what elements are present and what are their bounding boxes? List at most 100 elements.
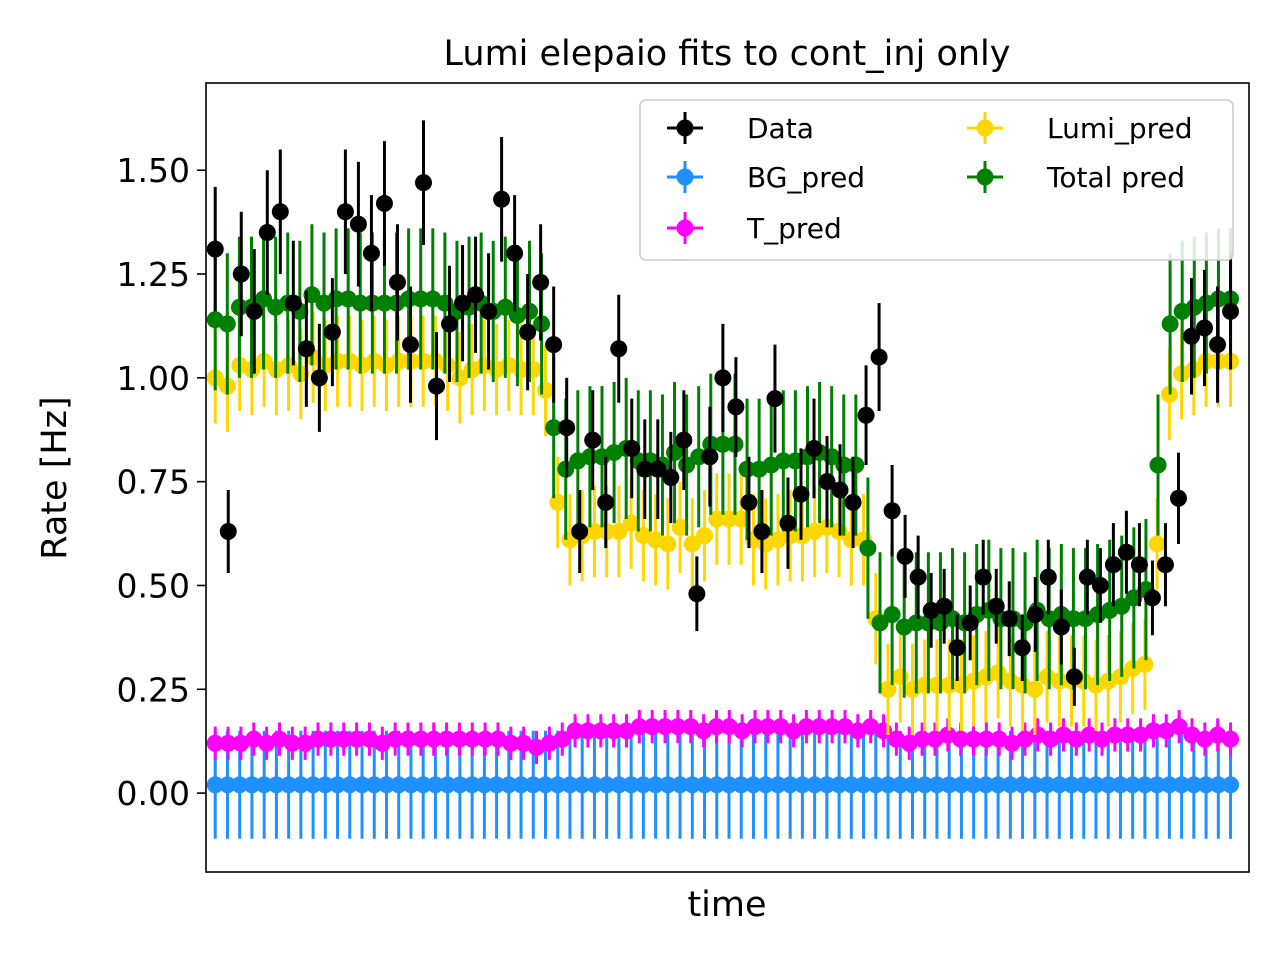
bg-pred-point (316, 776, 334, 794)
total-pred-point (738, 460, 756, 478)
bg-pred-point (732, 776, 750, 794)
data-point (935, 597, 953, 615)
t-pred-point (913, 730, 931, 748)
total-pred-point (1149, 456, 1167, 474)
legend: Data BG_pred T_pred Lumi_pred Total pred (639, 99, 1234, 261)
t-pred-point (695, 722, 713, 740)
t-pred-point (810, 718, 828, 736)
bg-pred-point (218, 776, 236, 794)
t-pred-point (309, 730, 327, 748)
t-pred-point (1003, 734, 1021, 752)
lumi-pred-point (610, 522, 628, 540)
bg-pred-point (524, 776, 542, 794)
data-point (375, 194, 393, 212)
bg-pred-point (451, 776, 469, 794)
data-point (727, 398, 745, 416)
t-pred-point (412, 730, 430, 748)
t-pred-point (1170, 718, 1188, 736)
bg-pred-point (292, 776, 310, 794)
total-pred-point (774, 452, 792, 470)
bg-pred-point (928, 776, 946, 794)
y-tick-label: 1.00 (117, 359, 190, 398)
bg-pred-point (439, 776, 457, 794)
t-pred-point (733, 722, 751, 740)
data-point (506, 244, 524, 262)
t-pred-point (335, 730, 353, 748)
series-data (206, 120, 1240, 706)
lumi-pred-point (537, 381, 555, 399)
bg-pred-point (206, 776, 224, 794)
t-pred-point (360, 730, 378, 748)
t-pred-point (1042, 730, 1060, 748)
bg-pred-point (683, 776, 701, 794)
lumi-pred-point (891, 668, 909, 686)
bg-pred-point (573, 776, 591, 794)
bg-pred-point (329, 776, 347, 794)
lumi-pred-point (1148, 535, 1166, 553)
data-point (844, 493, 862, 511)
bg-pred-point (390, 776, 408, 794)
x-axis-label: time (687, 885, 766, 925)
bg-pred-point (1197, 776, 1215, 794)
bg-pred-point (267, 776, 285, 794)
bg-pred-point (855, 776, 873, 794)
bg-pred-point (231, 776, 249, 794)
total-pred-point (375, 294, 393, 312)
data-point (401, 336, 419, 354)
t-pred-point (515, 734, 533, 752)
data-point (532, 273, 550, 291)
t-pred-point (617, 722, 635, 740)
t-pred-point (528, 738, 546, 756)
legend-label: BG_pred (747, 161, 865, 194)
y-tick-label: 0.75 (117, 463, 190, 502)
bg-pred-point (952, 776, 970, 794)
t-pred-point (438, 730, 456, 748)
data-point (571, 522, 589, 540)
data-point (584, 431, 602, 449)
total-pred-point (714, 435, 732, 453)
total-pred-point (496, 298, 514, 316)
bg-pred-point (426, 776, 444, 794)
bg-pred-point (463, 776, 481, 794)
lumi-pred-point (1050, 672, 1068, 690)
y-tick-label: 1.50 (117, 151, 190, 190)
data-point (987, 597, 1005, 615)
legend-item: Lumi_pred (967, 112, 1193, 145)
total-pred-point (859, 539, 877, 557)
bg-pred-point (304, 776, 322, 794)
data-point (831, 481, 849, 499)
lumi-pred-point (439, 356, 457, 374)
bg-pred-point (830, 776, 848, 794)
lumi-pred-point (708, 510, 726, 528)
lumi-pred-point (549, 493, 567, 511)
data-point (219, 522, 237, 540)
bg-pred-point (1026, 776, 1044, 794)
t-pred-point (900, 734, 918, 752)
t-pred-point (322, 730, 340, 748)
bg-pred-point (1209, 776, 1227, 794)
bg-pred-point (255, 776, 273, 794)
bg-pred-point (475, 776, 493, 794)
total-pred-point (871, 614, 889, 632)
t-pred-point (939, 726, 957, 744)
data-point (1078, 568, 1096, 586)
t-pred-point (566, 722, 584, 740)
data-point (519, 323, 537, 341)
t-pred-point (1067, 730, 1085, 748)
bg-pred-point (1222, 776, 1240, 794)
data-point (284, 294, 302, 312)
t-pred-point (964, 730, 982, 748)
lumi-pred-point (1026, 680, 1044, 698)
total-pred-point (400, 290, 418, 308)
bg-pred-point (634, 776, 652, 794)
legend-item: T_pred (667, 212, 842, 245)
data-point (1039, 568, 1057, 586)
data-point (870, 348, 888, 366)
t-pred-point (219, 734, 237, 752)
data-point (662, 469, 680, 486)
data-point (1130, 556, 1148, 574)
data-point (792, 485, 810, 503)
bg-pred-point (769, 776, 787, 794)
data-point (649, 460, 667, 478)
